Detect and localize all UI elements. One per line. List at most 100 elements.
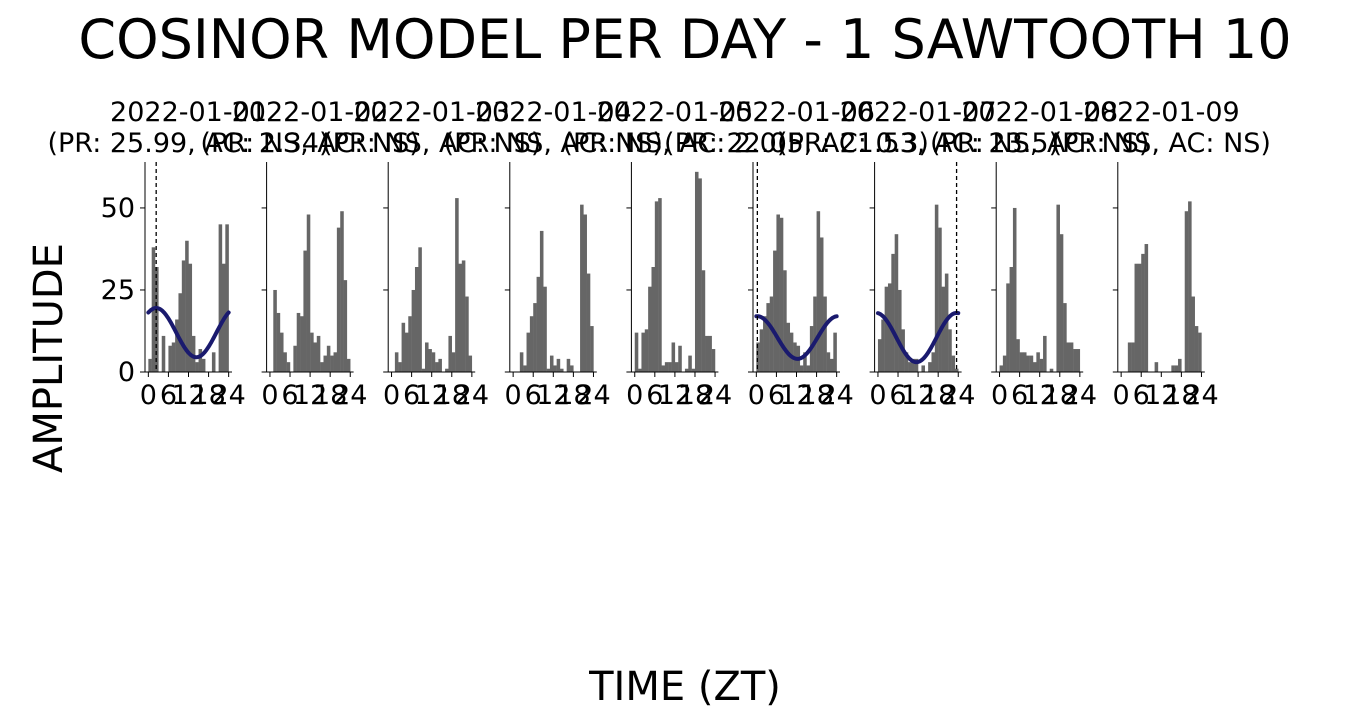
x-axis-label: TIME (ZT) bbox=[588, 664, 781, 710]
histogram-bar bbox=[296, 312, 301, 372]
histogram-bar bbox=[678, 345, 682, 372]
histogram-bar bbox=[326, 345, 331, 372]
histogram-bar bbox=[684, 368, 689, 372]
x-tick-label: 0 bbox=[748, 380, 765, 411]
histogram-bar bbox=[428, 349, 432, 372]
histogram-bar bbox=[1188, 201, 1192, 373]
histogram-bar bbox=[161, 335, 166, 372]
histogram-bar bbox=[306, 214, 311, 372]
histogram-bar bbox=[570, 365, 574, 372]
histogram-bar bbox=[303, 250, 307, 372]
panel-date-title: 2022-01-03 bbox=[353, 97, 510, 128]
panel-date-title: 2022-01-05 bbox=[596, 97, 753, 128]
x-tick-label: 6 bbox=[1133, 380, 1150, 411]
histogram-bar bbox=[644, 329, 649, 372]
histogram-bar bbox=[928, 362, 932, 372]
x-tick-label: 24 bbox=[1184, 380, 1218, 411]
histogram-bar bbox=[756, 342, 760, 372]
histogram-bar bbox=[648, 286, 652, 372]
histogram-bar bbox=[1069, 342, 1074, 372]
histogram-bar bbox=[168, 345, 172, 372]
histogram-bar bbox=[300, 316, 304, 372]
histogram-bar bbox=[803, 352, 807, 372]
histogram-bar bbox=[766, 303, 770, 372]
histogram-bar bbox=[908, 362, 912, 372]
histogram-bar bbox=[465, 296, 469, 372]
histogram-bar bbox=[661, 365, 666, 372]
histogram-bar bbox=[668, 362, 672, 372]
histogram-bar bbox=[1029, 355, 1034, 372]
histogram-bar bbox=[340, 211, 344, 372]
histogram-bar bbox=[1012, 207, 1017, 372]
histogram-bar bbox=[580, 204, 584, 372]
x-tick-label: 18 bbox=[556, 380, 590, 411]
x-tick-label: 24 bbox=[1063, 380, 1097, 411]
y-tick-label: 25 bbox=[101, 275, 135, 306]
histogram-bar bbox=[148, 358, 152, 373]
histogram-bar bbox=[829, 358, 834, 373]
histogram-bar bbox=[218, 224, 223, 372]
histogram-bar bbox=[1049, 368, 1054, 372]
x-tick-label: 6 bbox=[1011, 380, 1028, 411]
histogram-bar bbox=[526, 332, 531, 373]
histogram-bar bbox=[279, 332, 284, 373]
histogram-bar bbox=[1036, 352, 1040, 372]
x-tick-label: 18 bbox=[799, 380, 833, 411]
histogram-bar bbox=[543, 286, 547, 372]
x-tick-label: 18 bbox=[191, 380, 225, 411]
histogram-bar bbox=[188, 263, 193, 372]
histogram-bar bbox=[336, 227, 341, 373]
histogram-bar bbox=[1198, 332, 1202, 373]
histogram-bar bbox=[583, 214, 587, 372]
histogram-bar bbox=[451, 352, 456, 372]
histogram-bar bbox=[529, 316, 534, 372]
histogram-bar bbox=[694, 171, 699, 372]
x-tick-label: 24 bbox=[333, 380, 367, 411]
histogram-bar bbox=[201, 358, 206, 373]
y-tick-label: 0 bbox=[118, 357, 135, 388]
x-tick-label: 6 bbox=[160, 380, 177, 411]
x-tick-label: 12 bbox=[1144, 380, 1178, 411]
histogram-bar bbox=[556, 358, 561, 373]
histogram-bar bbox=[759, 329, 764, 372]
histogram-bar bbox=[1174, 365, 1179, 372]
histogram-bar bbox=[921, 365, 925, 372]
histogram-bar bbox=[414, 267, 419, 372]
histogram-bar bbox=[904, 352, 909, 372]
x-tick-label: 12 bbox=[293, 380, 327, 411]
histogram-bar bbox=[1039, 358, 1044, 373]
panel-stats-subtitle: (PR: 21.53, AC: 23.5) bbox=[777, 128, 1059, 159]
histogram-bar bbox=[171, 342, 176, 372]
histogram-bar bbox=[664, 362, 669, 372]
histogram-bar bbox=[1033, 362, 1037, 372]
histogram-bar bbox=[911, 358, 915, 373]
histogram-bar bbox=[178, 293, 183, 372]
histogram-bar bbox=[398, 362, 402, 372]
panel-stats-subtitle: (PR: NS, AC: NS) bbox=[444, 128, 663, 159]
histogram-bar bbox=[671, 342, 676, 372]
histogram-bar bbox=[674, 362, 679, 372]
histogram-bar bbox=[445, 368, 449, 372]
panel-stats-subtitle: (PR: NS, AC: 2.0) bbox=[562, 128, 787, 159]
histogram-bar bbox=[323, 355, 328, 372]
histogram-bar bbox=[948, 329, 952, 372]
x-tick-label: 18 bbox=[1164, 380, 1198, 411]
histogram-bar bbox=[435, 362, 439, 372]
histogram-bar bbox=[884, 286, 889, 372]
histogram-bar bbox=[776, 214, 780, 372]
x-tick-label: 24 bbox=[819, 380, 853, 411]
histogram-bar bbox=[1016, 339, 1020, 372]
histogram-bar bbox=[549, 355, 554, 372]
histogram-bar bbox=[779, 217, 784, 372]
x-tick-label: 0 bbox=[383, 380, 400, 411]
histogram-bar bbox=[826, 352, 831, 372]
histogram-bar bbox=[1178, 358, 1182, 373]
histogram-bar bbox=[401, 322, 406, 372]
histogram-bar bbox=[938, 227, 942, 373]
histogram-bar bbox=[999, 365, 1004, 372]
histogram-bar bbox=[691, 368, 696, 372]
histogram-bar bbox=[273, 289, 277, 372]
